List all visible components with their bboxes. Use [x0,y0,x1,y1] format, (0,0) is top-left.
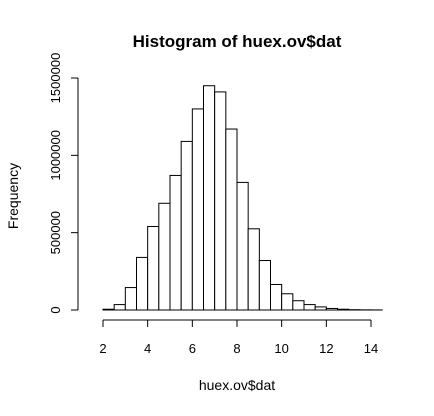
histogram-bar [303,304,316,311]
x-tick-label: 4 [144,341,151,356]
histogram-bar [214,91,227,311]
y-tick-label: 500000 [48,211,63,254]
histogram-bar [136,256,149,311]
chart-title: Histogram of huex.ov$dat [133,32,342,51]
histogram-bar [180,140,193,311]
x-tick-label: 12 [319,341,333,356]
histogram-bar [292,300,305,311]
histogram-bar [247,228,260,311]
histogram-bar [102,308,115,311]
y-tick-label: 1000000 [48,130,63,181]
histogram-bar [158,202,171,311]
histogram-bar [337,308,350,311]
x-tick-label: 6 [189,341,196,356]
x-axis-label: huex.ov$dat [199,377,275,393]
histogram-bar [258,260,271,311]
histogram-bar [236,181,249,311]
x-tick-label: 2 [99,341,106,356]
histogram-bars [102,85,383,311]
histogram-bar [169,174,182,311]
histogram-bar [124,287,138,311]
x-tick-label: 10 [274,341,288,356]
y-tick-label: 0 [48,306,63,313]
histogram-bar [281,293,294,311]
histogram-bar [113,304,126,311]
y-axis-label: Frequency [5,163,21,229]
x-tick-label: 14 [364,341,378,356]
histogram-bar [314,306,327,311]
histogram-bar [203,85,216,311]
histogram-bar [325,307,338,311]
y-axis: 0 500000 1000000 1500000 [48,53,79,314]
y-tick-label: 1500000 [48,53,63,104]
histogram-bar [147,225,160,311]
x-axis: 2 4 6 8 10 12 14 [99,319,378,356]
histogram-bar [270,283,283,311]
histogram-bar [225,128,238,311]
histogram-bar [191,108,205,311]
x-tick-label: 8 [233,341,240,356]
